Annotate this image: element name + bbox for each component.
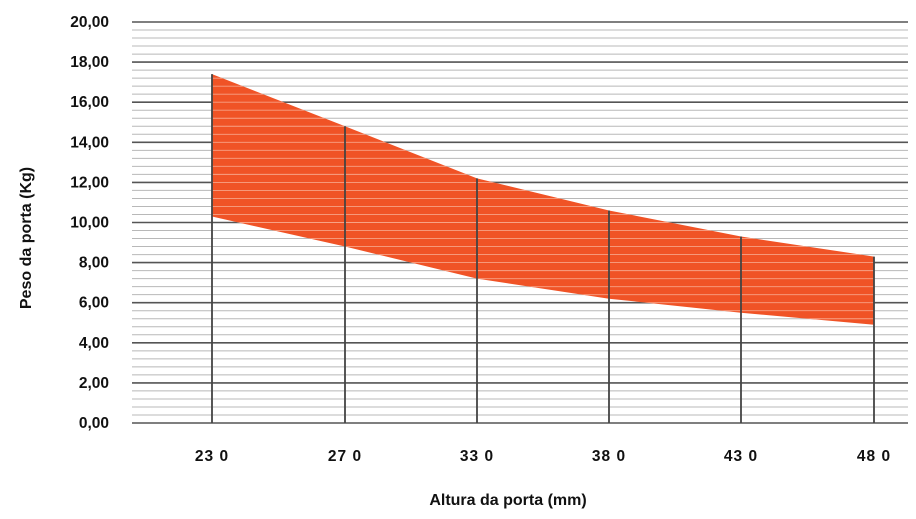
vertical-lines bbox=[211, 74, 875, 423]
y-tick-label: 18,00 bbox=[70, 54, 109, 71]
x-ticks: 23 0 27 0 33 0 38 0 43 0 48 0 bbox=[195, 448, 891, 465]
y-tick-label: 4,00 bbox=[79, 335, 109, 352]
x-tick-label: 23 0 bbox=[195, 448, 229, 465]
x-tick-label: 33 0 bbox=[460, 448, 494, 465]
x-axis-title: Altura da porta (mm) bbox=[429, 492, 586, 509]
y-tick-label: 14,00 bbox=[70, 134, 109, 151]
x-tick-label: 38 0 bbox=[592, 448, 626, 465]
y-tick-label: 2,00 bbox=[79, 375, 109, 392]
x-tick-label: 43 0 bbox=[724, 448, 758, 465]
y-axis-title: Peso da porta (Kg) bbox=[18, 167, 35, 309]
y-tick-label: 6,00 bbox=[79, 295, 109, 312]
y-tick-label: 8,00 bbox=[79, 255, 109, 272]
y-ticks: 0,00 2,00 4,00 6,00 8,00 10,00 12,00 14,00 16,00… bbox=[70, 14, 109, 432]
y-tick-label: 16,00 bbox=[70, 94, 109, 111]
y-tick-label: 12,00 bbox=[70, 174, 109, 191]
x-tick-label: 27 0 bbox=[328, 448, 362, 465]
y-tick-label: 0,00 bbox=[79, 415, 109, 432]
weight-range-band bbox=[212, 74, 874, 325]
y-tick-label: 10,00 bbox=[70, 215, 109, 232]
y-tick-label: 20,00 bbox=[70, 14, 109, 31]
x-tick-label: 48 0 bbox=[857, 448, 891, 465]
